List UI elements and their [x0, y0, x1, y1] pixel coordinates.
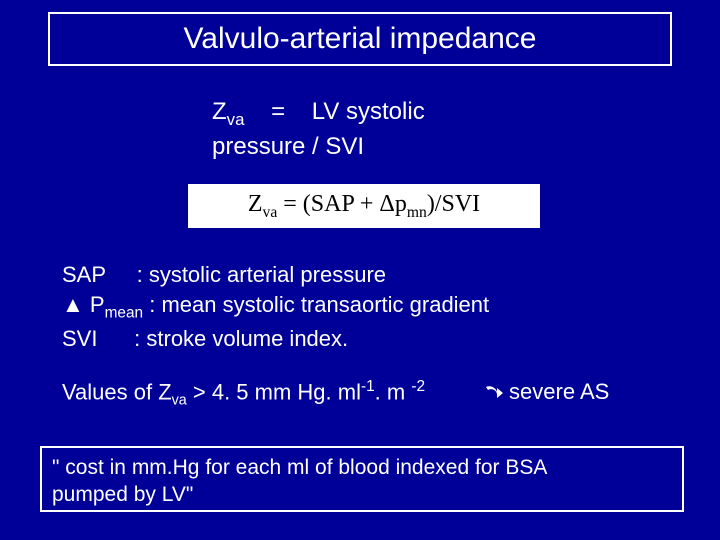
- def-pmean-text: : mean systolic transaortic gradient: [149, 292, 489, 317]
- values-concl: severe AS: [509, 379, 609, 404]
- definitions-block: SAP : systolic arterial pressure ▲ Pmean…: [62, 260, 662, 354]
- title-box: Valvulo-arterial impedance: [48, 12, 672, 66]
- eq1-rhs1: LV systolic: [312, 98, 425, 125]
- def-pmean-sub: mean: [105, 304, 144, 321]
- formula-tail: )/SVI: [427, 191, 480, 217]
- eq1-lhs-var: Z: [212, 98, 227, 125]
- def-sap: SAP : systolic arterial pressure: [62, 260, 662, 290]
- def-pmean-label: P: [90, 292, 105, 317]
- formula-box: Zva = (SAP + Δpmn)/SVI: [188, 184, 540, 228]
- def-pmean: ▲ Pmean : mean systolic transaortic grad…: [62, 290, 662, 324]
- formula-eq: = (SAP + Δp: [277, 191, 407, 217]
- values-right: severe AS: [485, 379, 609, 405]
- page-title: Valvulo-arterial impedance: [184, 22, 537, 56]
- values-dotm: . m: [375, 379, 412, 404]
- formula-lhs-var: Z: [248, 191, 263, 217]
- equation-simple: Zva = LV systolic pressure / SVI: [212, 96, 572, 162]
- formula-lhs-sub: va: [263, 203, 278, 220]
- values-gt: > 4. 5 mm Hg. ml: [187, 379, 361, 404]
- def-svi-text: : stroke volume index.: [134, 326, 348, 351]
- eq1-rhs2: pressure / SVI: [212, 133, 364, 160]
- values-prefix: Values of Z: [62, 379, 172, 404]
- eq1-lhs-sub: va: [227, 110, 245, 129]
- values-row: Values of Zva > 4. 5 mm Hg. ml-1. m -2 s…: [62, 378, 702, 409]
- def-sap-text: : systolic arterial pressure: [137, 262, 386, 287]
- values-left: Values of Zva > 4. 5 mm Hg. ml-1. m -2: [62, 378, 425, 409]
- eq1-equals: =: [271, 98, 285, 125]
- values-zsub: va: [172, 393, 187, 409]
- def-svi-label: SVI: [62, 326, 97, 351]
- quote-box: " cost in mm.Hg for each ml of blood ind…: [40, 446, 684, 512]
- values-sup1: -1: [361, 378, 375, 395]
- def-sap-label: SAP: [62, 262, 106, 287]
- def-svi: SVI : stroke volume index.: [62, 324, 662, 354]
- values-sup2: -2: [411, 378, 425, 395]
- quote-line2: pumped by LV": [52, 481, 672, 508]
- arrow-right-icon: [485, 383, 503, 401]
- triangle-icon: ▲: [62, 292, 84, 317]
- quote-line1: " cost in mm.Hg for each ml of blood ind…: [52, 454, 672, 481]
- formula-delta-sub: mn: [407, 203, 427, 220]
